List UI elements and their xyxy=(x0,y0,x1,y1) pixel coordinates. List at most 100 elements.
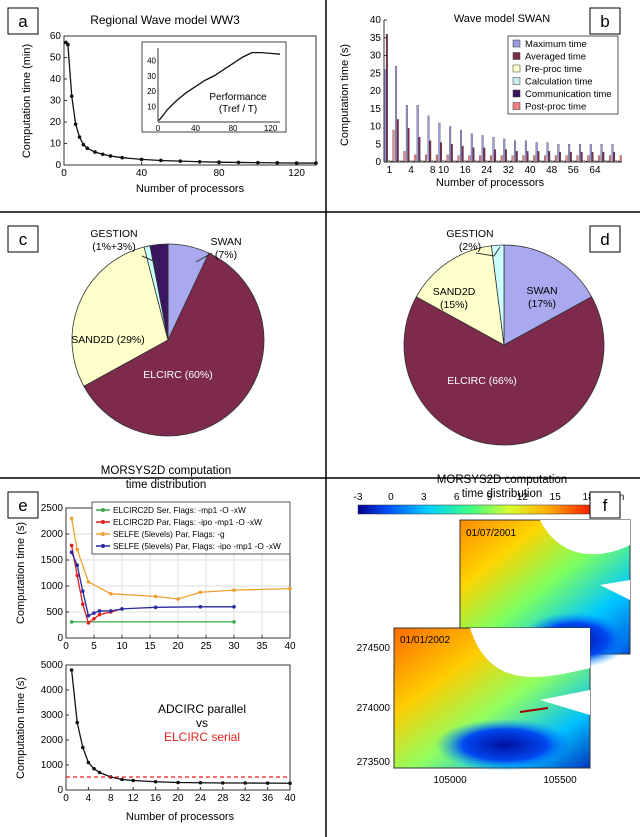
x-tick-label: 20 xyxy=(172,793,184,804)
inset-x-tick-label: 0 xyxy=(156,124,161,133)
inset-y-tick-label: 40 xyxy=(147,56,156,65)
legend-label: Pre-proc time xyxy=(525,64,582,75)
panel-f: -30369121518m01/07/200101/01/20021050001… xyxy=(354,492,631,786)
y-tick-label: 5 xyxy=(375,139,381,150)
panel-e: 0 5 10 15 20 25 30 35 4005001000150020002500Comp… xyxy=(15,501,296,823)
bar-post-proc-time xyxy=(500,155,503,163)
panel-label-b: b xyxy=(600,12,609,31)
x-tick-label: 32 xyxy=(503,165,515,176)
bar-averaged-time xyxy=(483,147,486,163)
x-tick-label: 0 xyxy=(61,168,67,179)
x-tick-label: 16 xyxy=(150,793,162,804)
y-axis-label: Computation time (s) xyxy=(339,44,351,146)
series-2-point xyxy=(75,547,79,552)
y-tick-label: 500 xyxy=(46,607,63,618)
panel-label-c: c xyxy=(19,230,28,249)
legend-label: ELCIRC2D Ser, Flags: -mp1 -O -xW xyxy=(113,505,246,515)
series-0-point xyxy=(265,781,270,785)
y-tick-label: 1000 xyxy=(41,581,64,592)
bar-maximum-time xyxy=(459,129,462,163)
bar-maximum-time xyxy=(514,140,517,163)
ww3-series-point xyxy=(93,150,97,154)
series-1-line xyxy=(70,545,123,624)
y-tick-label: 60 xyxy=(50,31,62,42)
series-2-point xyxy=(69,516,74,521)
x-tick-label: 8 xyxy=(430,165,436,176)
legend-swatch xyxy=(512,102,521,110)
y-tick-label: 0 xyxy=(57,785,63,796)
bar-maximum-time xyxy=(568,144,571,163)
panel-d: SWAN(17%) ELCIRC (66%) SAND2D(15%) GESTION(… xyxy=(403,228,605,500)
x-axis-label: Number of processors xyxy=(136,183,245,195)
x-tick-label: 36 xyxy=(262,793,274,804)
x-tick-label: 10 xyxy=(116,641,128,652)
legend-swatch xyxy=(512,52,521,60)
bar-averaged-time xyxy=(548,151,551,163)
series-1-point xyxy=(92,616,96,621)
annotation-1: ADCIRC parallel xyxy=(158,702,246,716)
panel-a: Regional Wave model WW3 0 40 80 120 0 10 20 30 40… xyxy=(21,13,318,195)
y-tick-label: 1000 xyxy=(41,760,64,771)
y-axis-label: Computation time (s) xyxy=(15,522,27,624)
ww3-series-point xyxy=(69,94,74,98)
gestion-pointer xyxy=(475,246,501,257)
bar-averaged-time xyxy=(418,136,421,163)
y-tick-label: 2000 xyxy=(41,529,64,540)
y-tick-label: 1500 xyxy=(41,555,64,566)
bar-post-proc-time xyxy=(598,155,601,163)
bar-post-proc-time xyxy=(544,155,547,163)
bar-averaged-time xyxy=(472,147,475,163)
map-2001-land xyxy=(540,520,630,555)
y-tick-label: 0 xyxy=(57,633,63,644)
series-3-point xyxy=(81,589,85,593)
colorbar-tick-label: 18 xyxy=(583,492,595,503)
bar-averaged-time xyxy=(537,151,540,163)
x-tick-label: 105000 xyxy=(433,775,467,786)
series-0-point xyxy=(75,720,79,725)
inset-y-tick-label: 10 xyxy=(147,103,156,112)
y-axis-label: Computation time (min) xyxy=(21,44,33,158)
ww3-series-point xyxy=(294,161,299,165)
x-axis-label: Number of processors xyxy=(436,177,545,189)
colorbar-tick-label: 3 xyxy=(421,492,427,503)
bar-maximum-time xyxy=(578,144,581,163)
series-2-point xyxy=(176,597,180,601)
pie-label: ELCIRC (66%) xyxy=(447,375,516,387)
bar-averaged-time xyxy=(494,149,497,163)
bar-averaged-time xyxy=(613,151,616,163)
series-0-point xyxy=(120,777,124,782)
annotation-3: ELCIRC serial xyxy=(164,730,240,744)
bar-post-proc-time xyxy=(414,154,417,163)
bar-averaged-time xyxy=(602,151,605,163)
bar-maximum-time xyxy=(449,126,452,163)
pie-sublabel: (17%) xyxy=(528,298,556,310)
x-tick-label: 56 xyxy=(568,165,580,176)
x-tick-label: 0 xyxy=(63,793,69,804)
series-0-point xyxy=(221,781,225,785)
legend-box xyxy=(91,501,291,555)
bar-maximum-time xyxy=(470,133,473,163)
ww3-series-point xyxy=(77,135,82,139)
legend-marker xyxy=(101,532,105,536)
bar-post-proc-time xyxy=(392,129,395,163)
pie-sublabel: (15%) xyxy=(440,299,468,311)
ww3-series-point xyxy=(66,42,70,47)
legend-label: Post-proc time xyxy=(525,102,586,113)
bar-maximum-time xyxy=(384,69,387,163)
series-3-point xyxy=(153,605,158,610)
panel-label-a: a xyxy=(18,12,28,31)
y-tick-label: 4000 xyxy=(41,685,64,696)
map-2002-land xyxy=(470,628,590,677)
colorbar-tick-label: 12 xyxy=(517,492,529,503)
series-0-point xyxy=(153,779,158,784)
bar-post-proc-time xyxy=(576,155,579,163)
pie-label: ELCIRC (60%) xyxy=(143,369,212,381)
bar-maximum-time xyxy=(611,144,614,163)
pie-slice-elcirc xyxy=(83,252,265,437)
y-tick-label: 40 xyxy=(50,74,62,85)
inset-x-tick-label: 120 xyxy=(264,124,278,133)
legend-marker xyxy=(101,520,105,524)
bar-averaged-time xyxy=(407,128,410,163)
ww3-series-point xyxy=(85,146,90,151)
